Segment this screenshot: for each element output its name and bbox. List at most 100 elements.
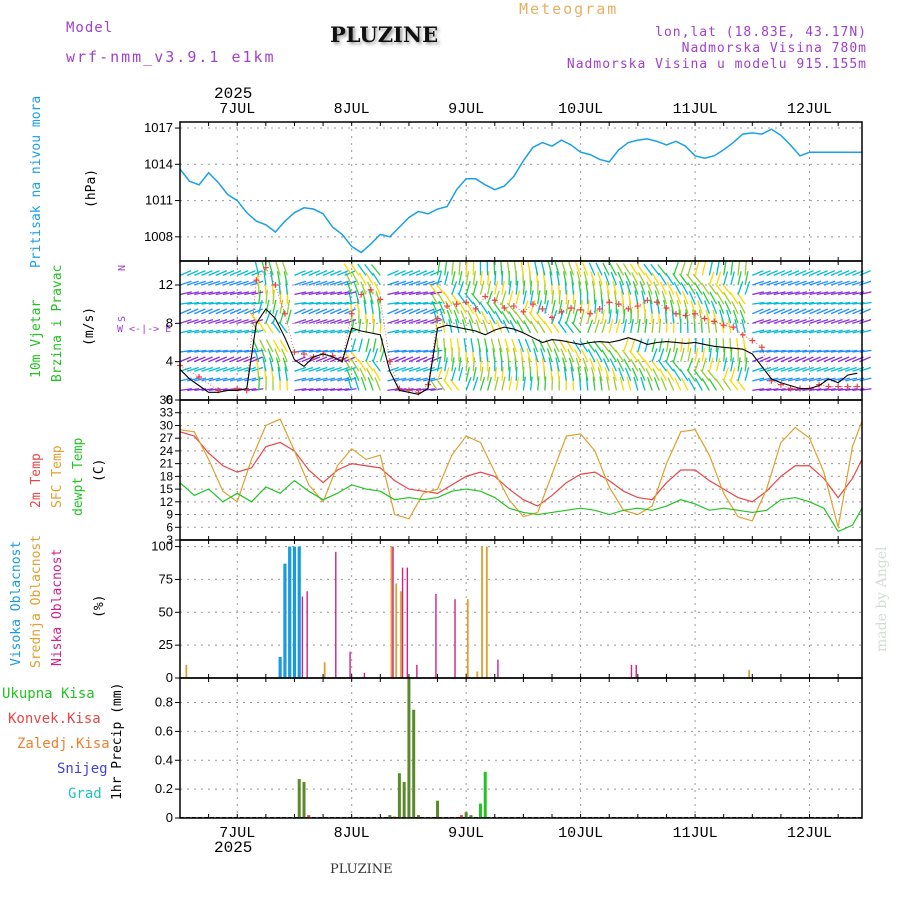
wind-arrow bbox=[529, 376, 533, 391]
wind-arrow bbox=[201, 366, 214, 372]
wind-arrow bbox=[626, 376, 632, 391]
wind-arrow bbox=[723, 347, 726, 362]
wind-arrow bbox=[493, 261, 496, 276]
wind-arrow bbox=[644, 272, 653, 286]
wind-arrow bbox=[465, 377, 472, 391]
precip-total-bar bbox=[416, 815, 420, 818]
wind-arrow bbox=[780, 308, 793, 315]
wind-arrow bbox=[301, 270, 313, 276]
wind-arrow bbox=[543, 320, 553, 334]
cloud-low-bar bbox=[335, 551, 337, 678]
wind-arrow bbox=[823, 356, 836, 363]
wind-arrow bbox=[367, 377, 374, 391]
wind-arrow bbox=[487, 310, 496, 324]
wind-arrow bbox=[344, 301, 357, 305]
wind-arrow bbox=[208, 377, 221, 382]
wind-arrow bbox=[759, 329, 772, 334]
wind-arrow bbox=[479, 270, 483, 286]
wind-arrow bbox=[744, 261, 747, 276]
wind-arrow bbox=[279, 290, 282, 305]
wind-arrow bbox=[322, 270, 335, 276]
wind-arrow bbox=[845, 270, 857, 276]
wind-arrow bbox=[315, 280, 328, 286]
wind-arrow bbox=[348, 290, 353, 305]
wind-arrow bbox=[838, 291, 850, 296]
wind-arrow bbox=[315, 270, 328, 276]
wind-arrow bbox=[780, 301, 793, 305]
wind-arrow bbox=[773, 280, 786, 286]
wind-arrow bbox=[548, 357, 553, 372]
wind-arrow bbox=[738, 301, 746, 315]
wind-arrow bbox=[401, 291, 414, 296]
wind-arrow bbox=[364, 263, 374, 276]
wind-arrow bbox=[435, 283, 446, 295]
temperature-ytick-label: 30 bbox=[160, 418, 174, 432]
wind-arrow bbox=[337, 377, 350, 382]
wind-arrow bbox=[734, 319, 739, 334]
wind-arrow bbox=[633, 376, 639, 391]
wind-arrow bbox=[529, 280, 533, 295]
temperature-ytick-label: 24 bbox=[160, 444, 174, 458]
wind-arrow bbox=[618, 367, 625, 382]
wind-arrow bbox=[642, 299, 646, 314]
wind-arrow bbox=[845, 291, 858, 296]
wind-arrow bbox=[401, 318, 414, 324]
wind-arrow bbox=[540, 348, 546, 362]
wind-arrow bbox=[730, 347, 733, 362]
wind-arrow bbox=[465, 301, 474, 315]
wind-arrow bbox=[651, 338, 656, 353]
wind-arrow bbox=[501, 310, 510, 324]
wind-arrow bbox=[508, 311, 517, 324]
wind-arrow bbox=[641, 290, 646, 305]
pressure-ytick-label: 1014 bbox=[144, 156, 173, 171]
wind-arrow bbox=[703, 300, 710, 314]
temperature-frame bbox=[179, 399, 863, 541]
wind-arrow bbox=[330, 366, 342, 372]
wind-arrow bbox=[631, 367, 639, 382]
wind-arrow bbox=[562, 271, 567, 286]
wind-arrow bbox=[463, 338, 467, 353]
wind-arrow bbox=[430, 270, 442, 276]
wind-arrow bbox=[605, 280, 610, 295]
wind-arrow bbox=[622, 338, 629, 353]
wind-arrow bbox=[270, 271, 274, 286]
wind-arrow bbox=[694, 357, 701, 372]
wind-arrow bbox=[502, 319, 510, 334]
wind-gust-mark bbox=[663, 304, 670, 311]
wind-arrow bbox=[208, 356, 220, 363]
wind-arrow bbox=[802, 329, 815, 334]
wind-arrow bbox=[729, 292, 739, 305]
wind-gust-mark bbox=[749, 337, 756, 344]
wind-arrow bbox=[330, 377, 343, 382]
precip-total-bar bbox=[412, 709, 416, 818]
wind-arrow bbox=[681, 290, 689, 305]
wind-arrow bbox=[830, 388, 843, 392]
wind-arrow bbox=[451, 271, 456, 286]
wind-arrow bbox=[408, 308, 421, 315]
wind-arrow bbox=[823, 291, 836, 296]
wind-arrow bbox=[823, 318, 836, 324]
wind-arrow bbox=[322, 366, 335, 372]
wind-arrow bbox=[472, 271, 477, 286]
wind-arrow bbox=[521, 357, 525, 372]
wind-arrow bbox=[229, 318, 242, 324]
precip-total-bar bbox=[388, 815, 392, 818]
wind-arrow bbox=[415, 291, 428, 296]
wind-arrow bbox=[442, 378, 453, 391]
wind-arrow bbox=[679, 368, 689, 382]
wind-arrow bbox=[577, 366, 582, 381]
wind-arrow bbox=[659, 368, 668, 382]
wind-arrow bbox=[773, 291, 786, 296]
wind-arrow bbox=[601, 349, 610, 362]
wind-arrow bbox=[653, 377, 660, 391]
wind-arrow bbox=[351, 338, 357, 353]
wind-arrow bbox=[652, 368, 660, 382]
wind-arrow bbox=[483, 338, 489, 353]
wind-arrow bbox=[697, 300, 703, 314]
wind-arrow bbox=[443, 338, 446, 353]
wind-arrow bbox=[308, 329, 321, 334]
wind-arrow bbox=[546, 348, 553, 362]
wind-arrow bbox=[549, 271, 553, 286]
wind-arrow bbox=[658, 348, 665, 362]
wind-arrow bbox=[477, 338, 482, 353]
